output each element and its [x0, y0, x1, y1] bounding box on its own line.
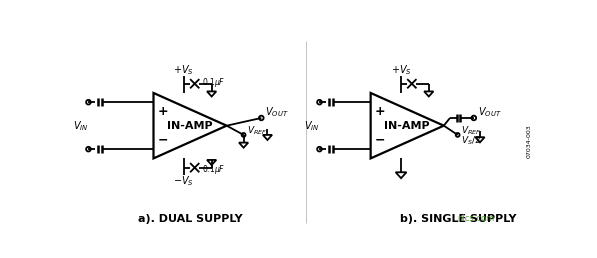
Text: +: + — [158, 105, 168, 118]
Text: −: − — [375, 133, 385, 146]
Text: $V_{REF}$: $V_{REF}$ — [247, 125, 267, 137]
Text: $V_S/2$: $V_S/2$ — [461, 134, 481, 147]
Polygon shape — [207, 160, 216, 165]
Polygon shape — [263, 135, 272, 140]
Text: 07034-003: 07034-003 — [527, 124, 531, 158]
Text: $V_{OUT}$: $V_{OUT}$ — [265, 106, 289, 119]
Polygon shape — [207, 91, 216, 96]
Text: IN-AMP: IN-AMP — [167, 121, 213, 131]
Text: b). SINGLE SUPPLY: b). SINGLE SUPPLY — [399, 214, 516, 224]
Text: $V_{IN}$: $V_{IN}$ — [304, 119, 319, 133]
Text: −: − — [158, 133, 168, 146]
Polygon shape — [396, 172, 407, 178]
Text: $0.1\mu F$: $0.1\mu F$ — [202, 163, 226, 176]
Text: $+V_S$: $+V_S$ — [390, 63, 411, 77]
Text: nics.com: nics.com — [457, 214, 494, 223]
Polygon shape — [371, 93, 444, 158]
Polygon shape — [239, 143, 248, 148]
Text: $V_{IN}$: $V_{IN}$ — [73, 119, 88, 133]
Text: $+V_S$: $+V_S$ — [174, 63, 195, 77]
Text: $0.1\mu F$: $0.1\mu F$ — [202, 76, 226, 89]
Text: +: + — [374, 105, 385, 118]
Polygon shape — [475, 137, 485, 142]
Text: $V_{OUT}$: $V_{OUT}$ — [478, 106, 501, 119]
Polygon shape — [424, 91, 433, 96]
Text: $-V_S$: $-V_S$ — [174, 175, 195, 188]
Text: IN-AMP: IN-AMP — [384, 121, 430, 131]
Text: a). DUAL SUPPLY: a). DUAL SUPPLY — [138, 214, 242, 224]
Text: $V_{REF}$: $V_{REF}$ — [461, 125, 481, 137]
Polygon shape — [153, 93, 227, 158]
